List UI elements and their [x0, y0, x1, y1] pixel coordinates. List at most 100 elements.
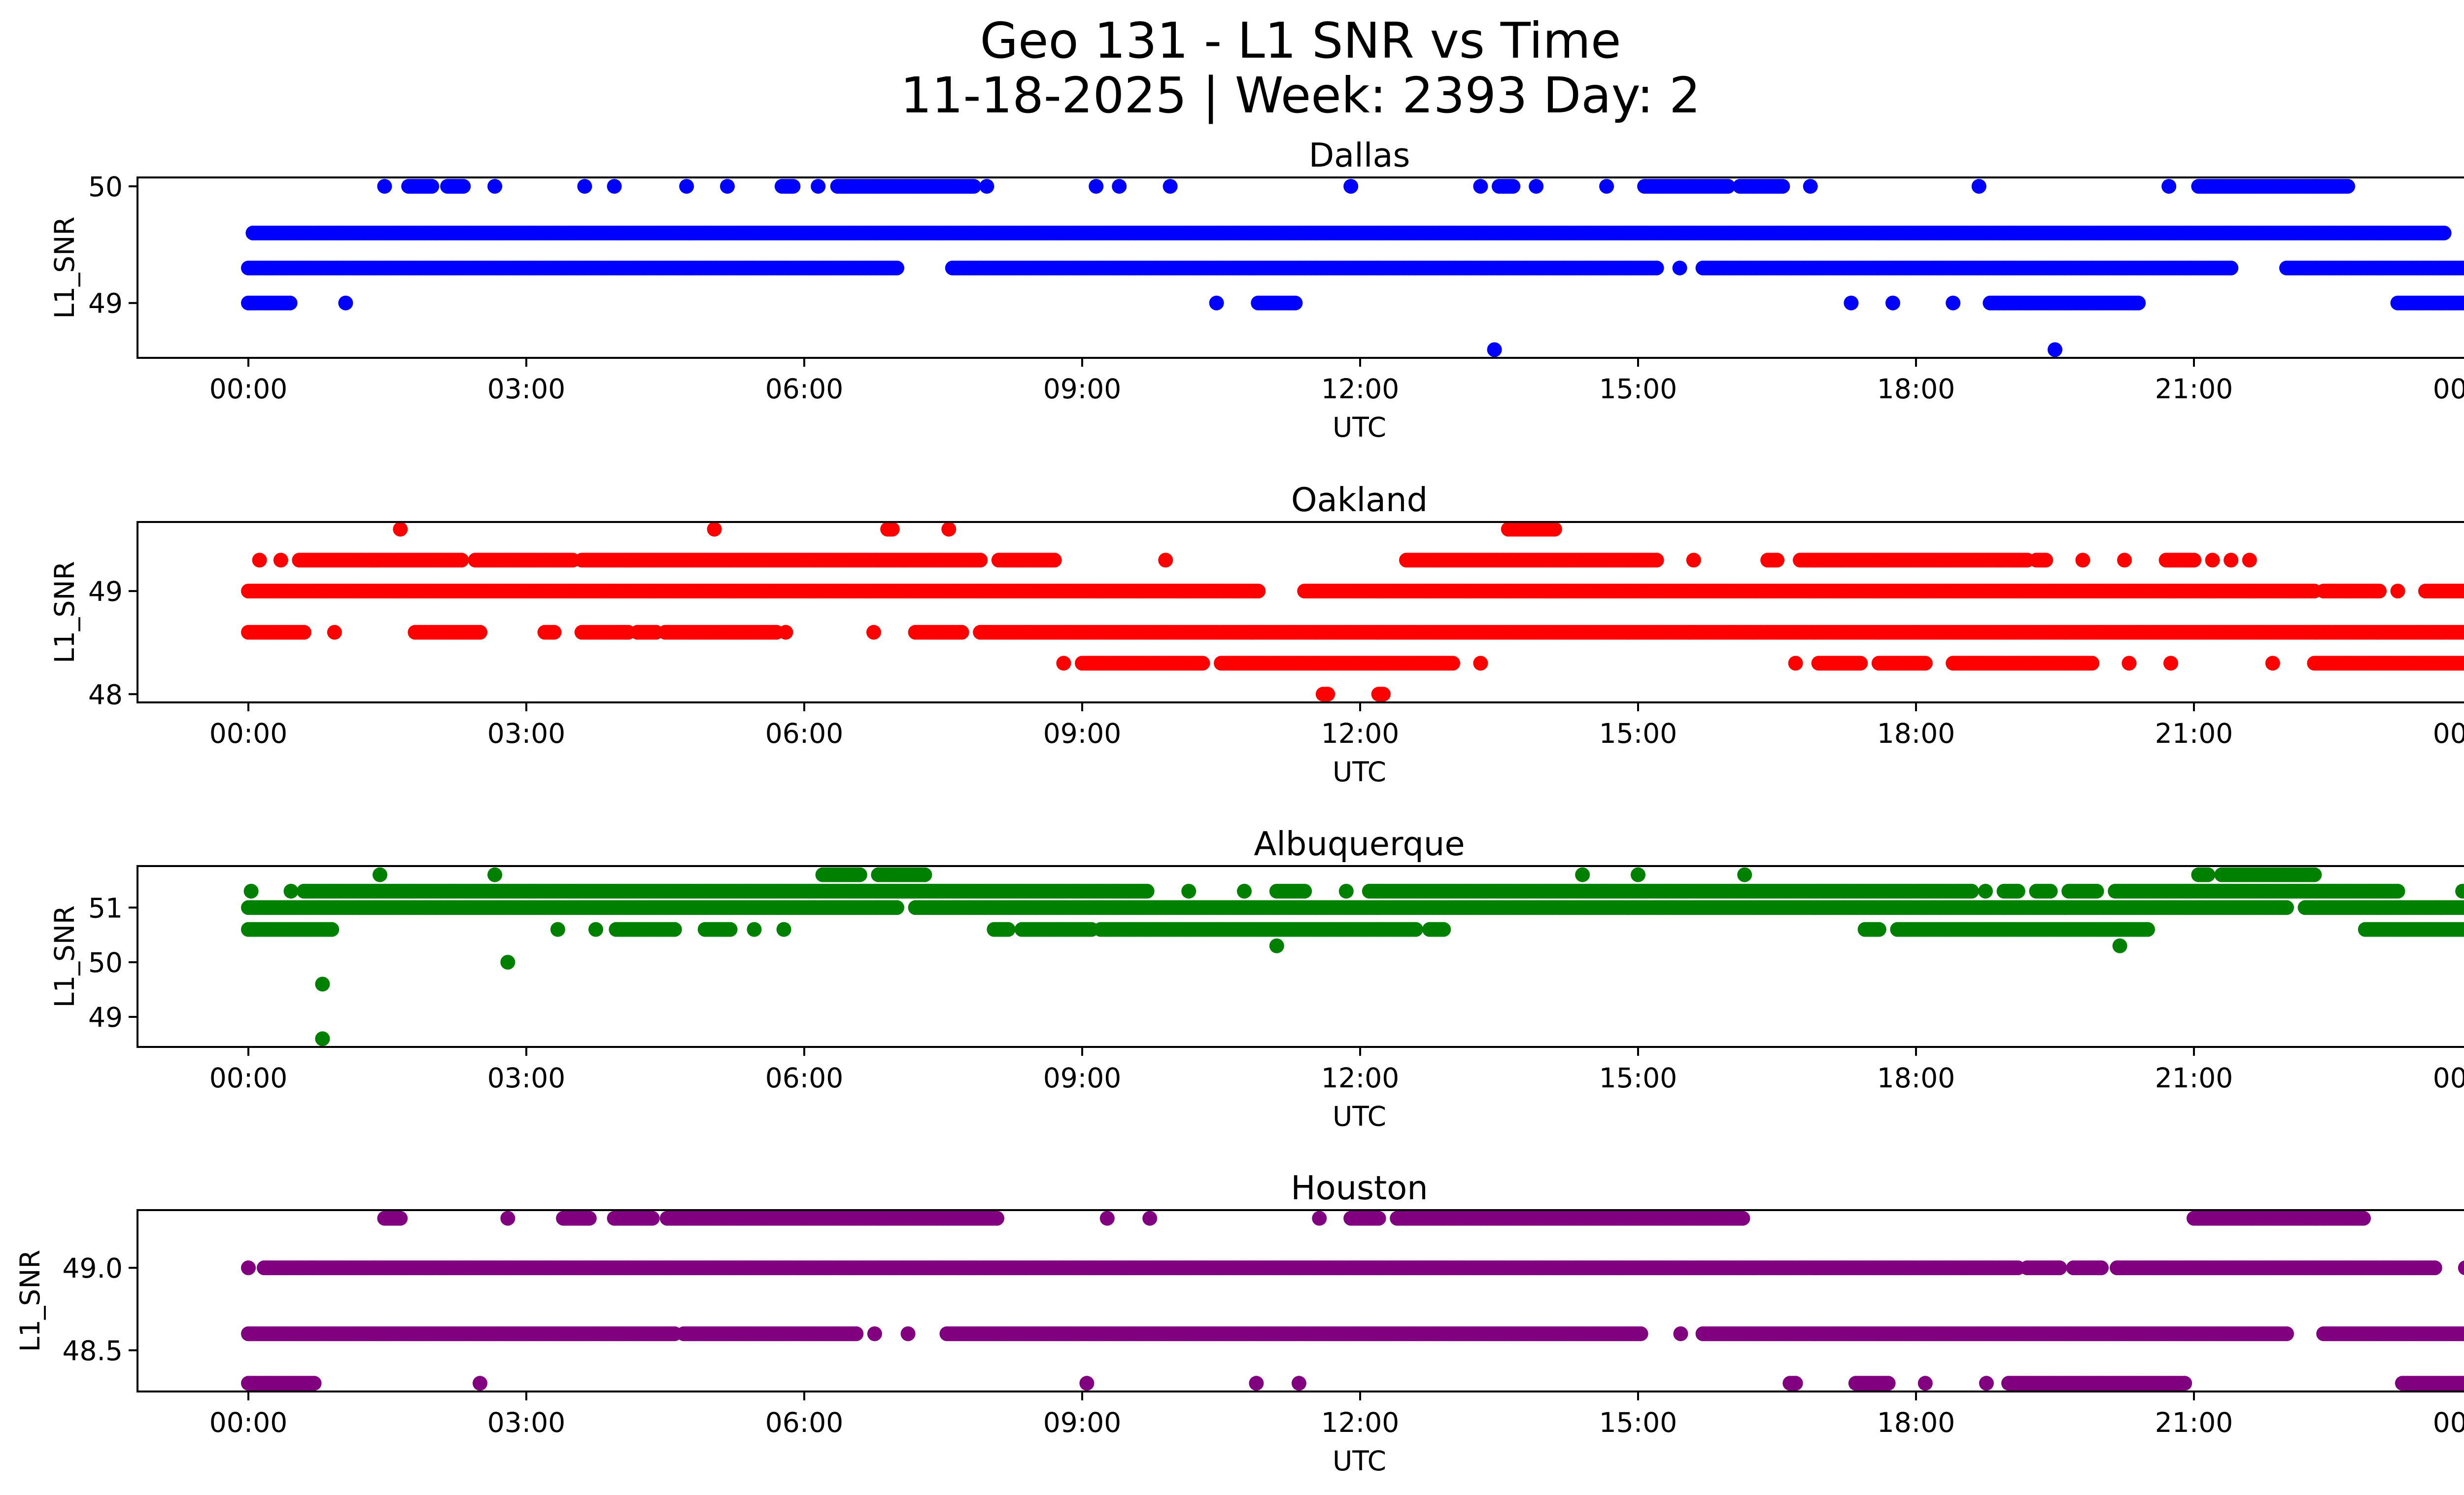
data-point [2462, 263, 2464, 273]
data-point [2075, 553, 2090, 568]
data-point [720, 179, 735, 194]
data-point [1853, 656, 1868, 671]
data-point [1473, 656, 1488, 671]
data-point [1506, 179, 1521, 194]
y-tick-label: 48 [88, 679, 123, 710]
x-axis-label: UTC [1333, 756, 1386, 788]
data-point [1946, 295, 1961, 311]
data-point [1575, 867, 1590, 882]
x-tick-label: 03:00 [487, 718, 566, 749]
data-point [2436, 225, 2452, 241]
x-tick-label: 18:00 [1877, 373, 1955, 405]
data-point [1720, 179, 1736, 194]
data-point [282, 295, 298, 311]
x-axis-label: UTC [1333, 412, 1386, 443]
data-point [1158, 553, 1173, 568]
data-point [252, 553, 267, 568]
data-point [1547, 522, 1562, 537]
data-point [1971, 179, 1986, 194]
snr-level-49_6 [245, 225, 2452, 241]
data-point [1599, 179, 1614, 194]
data-point [1737, 867, 1752, 882]
data-point [2224, 260, 2239, 276]
data-point [487, 867, 503, 882]
snr-level-49_3 [252, 553, 2257, 568]
data-point [327, 625, 342, 640]
data-point [2131, 295, 2146, 311]
data-point [2242, 553, 2257, 568]
x-tick-label: 09:00 [1043, 718, 1122, 749]
data-point [1770, 553, 1784, 568]
data-point [2205, 553, 2220, 568]
data-point [1885, 295, 1900, 311]
data-point [1089, 179, 1104, 194]
data-point [890, 260, 904, 276]
x-tick-label: 15:00 [1599, 373, 1677, 405]
data-point [2038, 553, 2053, 568]
data-point [547, 625, 562, 640]
x-tick-label: 00:00 [2433, 718, 2464, 749]
data-point [2187, 553, 2201, 568]
data-point [1047, 553, 1062, 568]
data-point [778, 625, 793, 640]
figure-title-line1: Geo 131 - L1 SNR vs Time [980, 12, 1621, 70]
x-tick-label: 00:00 [209, 718, 288, 749]
data-point [2390, 584, 2405, 599]
y-tick-label: 49 [88, 576, 123, 607]
data-point [866, 625, 881, 640]
x-tick-label: 21:00 [2155, 373, 2233, 405]
data-point [1251, 584, 1266, 599]
data-point [1320, 687, 1335, 702]
x-tick-label: 09:00 [1043, 373, 1122, 405]
scatter-points [241, 179, 2464, 357]
data-point [2161, 179, 2177, 194]
data-point [1112, 179, 1127, 194]
data-point [424, 179, 440, 194]
data-point [2200, 867, 2216, 882]
data-point [973, 553, 988, 568]
subplot-title: Oakland [1291, 481, 1428, 519]
snr-level-49 [241, 584, 2464, 599]
data-point [2265, 656, 2280, 671]
snr-level-50 [377, 179, 2356, 194]
data-point [1195, 656, 1210, 671]
subplot-title: Dallas [1309, 136, 1410, 174]
data-point [707, 522, 722, 537]
x-tick-label: 00:00 [209, 373, 288, 405]
x-tick-label: 06:00 [765, 373, 844, 405]
x-tick-label: 00:00 [2433, 373, 2464, 405]
data-point [2163, 656, 2178, 671]
x-tick-label: 15:00 [1599, 718, 1677, 749]
data-point [966, 179, 981, 194]
data-point [2117, 553, 2132, 568]
snr-level-49_3 [241, 260, 2464, 276]
data-point [377, 179, 392, 194]
data-point [473, 625, 487, 640]
data-point [2224, 553, 2239, 568]
data-point [296, 625, 311, 640]
y-tick-label: 50 [88, 171, 123, 203]
y-tick-label: 49 [88, 288, 123, 319]
subplot-dallas: Dallas UTC L1_SNR 00:00 03:00 06:00 09:00 12… [49, 136, 2464, 443]
data-point [1343, 179, 1359, 194]
data-point [1209, 295, 1224, 311]
data-point [1487, 342, 1502, 357]
x-tick-label: 12:00 [1321, 718, 1400, 749]
y-axis-label: L1_SNR [49, 905, 80, 1008]
data-point [1788, 656, 1803, 671]
data-point [1473, 179, 1488, 194]
figure-title-line2: 11-18-2025 | Week: 2393 Day: 2 [900, 67, 1700, 124]
data-point [1288, 295, 1303, 311]
data-point [454, 553, 469, 568]
data-point [679, 179, 694, 194]
data-point [1649, 553, 1664, 568]
data-point [1686, 553, 1701, 568]
scatter-points [241, 522, 2464, 702]
data-point [2462, 298, 2464, 308]
data-point [2085, 656, 2100, 671]
data-point [373, 867, 387, 882]
snr-level-49 [241, 295, 2464, 311]
data-point [954, 625, 969, 640]
data-point [1775, 179, 1790, 194]
subplot-oakland: Oakland UTC L1_SNR 00:00 03:00 06:00 09:00 1… [49, 481, 2464, 788]
